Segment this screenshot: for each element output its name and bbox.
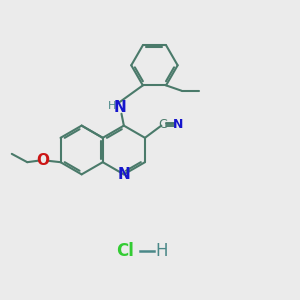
Text: N: N bbox=[173, 118, 183, 131]
Text: N: N bbox=[114, 100, 126, 115]
Text: H: H bbox=[108, 101, 116, 111]
Text: C: C bbox=[158, 118, 167, 131]
Text: N: N bbox=[118, 167, 130, 182]
Text: Cl: Cl bbox=[116, 242, 134, 260]
Text: O: O bbox=[36, 153, 49, 168]
Text: H: H bbox=[156, 242, 168, 260]
